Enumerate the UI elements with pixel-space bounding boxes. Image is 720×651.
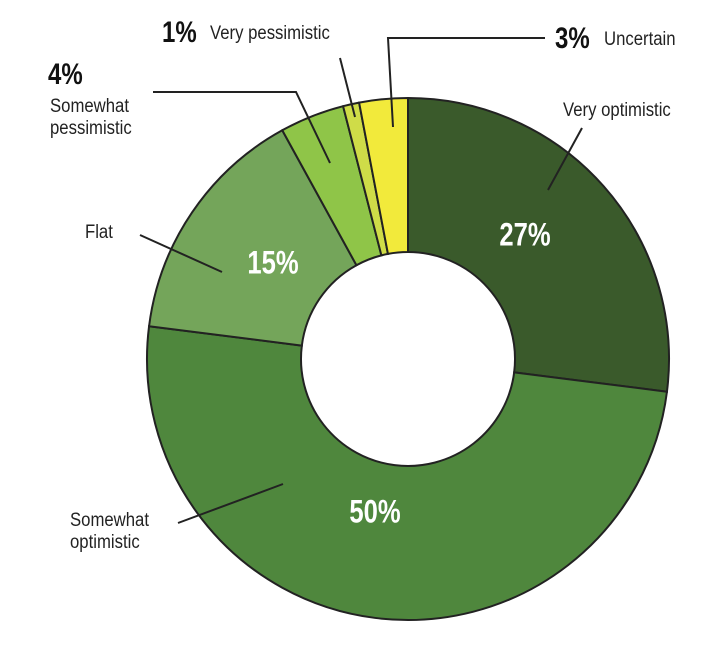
value-label-somewhat-pessimistic: 4% bbox=[48, 58, 83, 91]
slice-somewhat-optimistic bbox=[146, 325, 669, 621]
leader-very-pessimistic bbox=[339, 57, 356, 118]
slice-flat bbox=[147, 128, 358, 347]
label-very-optimistic: Very optimistic bbox=[563, 100, 671, 121]
leader-somewhat-optimistic bbox=[177, 483, 284, 524]
label-uncertain: Uncertain bbox=[604, 29, 676, 50]
leader-flat bbox=[139, 234, 223, 273]
leader-somewhat-pessimistic bbox=[153, 91, 331, 164]
value-label-somewhat-optimistic: 50% bbox=[349, 493, 401, 530]
leader-uncertain bbox=[386, 37, 545, 128]
value-label-flat: 15% bbox=[247, 244, 299, 281]
label-somewhat-optimistic: Somewhat optimistic bbox=[70, 510, 150, 553]
leader-very-optimistic bbox=[547, 127, 583, 191]
value-label-uncertain: 3% bbox=[555, 22, 590, 55]
label-flat: Flat bbox=[85, 222, 113, 243]
slice-uncertain bbox=[357, 96, 409, 256]
slice-very-optimistic bbox=[407, 96, 670, 393]
label-very-pessimistic: Very pessimistic bbox=[210, 23, 330, 44]
value-label-very-optimistic: 27% bbox=[499, 216, 551, 253]
label-somewhat-pessimistic: Somewhat pessimistic bbox=[50, 96, 132, 139]
value-label-very-pessimistic: 1% bbox=[162, 16, 197, 49]
